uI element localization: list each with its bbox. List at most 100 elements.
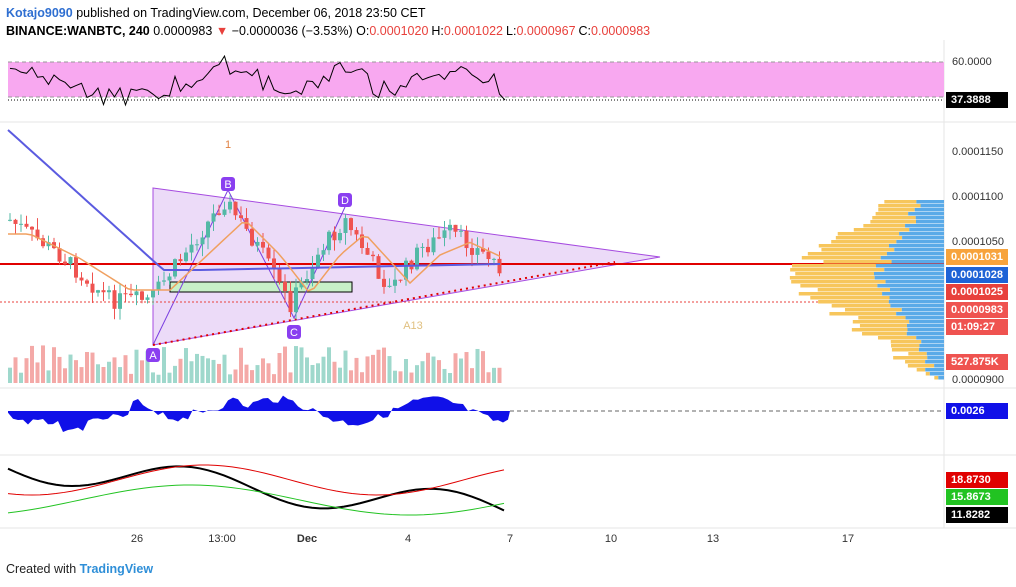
volume — [211, 359, 216, 383]
volume — [398, 371, 403, 383]
candle — [277, 268, 282, 282]
volume — [448, 372, 452, 383]
volume — [19, 372, 23, 383]
author[interactable]: Kotajo9090 — [6, 6, 73, 20]
pattern-marker — [287, 325, 301, 339]
volume — [107, 361, 111, 383]
candle — [431, 237, 436, 253]
volume — [217, 363, 221, 383]
candle — [486, 251, 491, 260]
volume — [195, 353, 199, 383]
candle — [206, 221, 210, 238]
volume — [35, 362, 40, 383]
candle — [365, 248, 370, 255]
candle — [453, 224, 458, 232]
volume — [360, 372, 364, 383]
volume — [349, 370, 353, 383]
volume — [299, 347, 304, 383]
volume — [426, 352, 430, 383]
vp-yellow — [905, 360, 926, 364]
vp-yellow — [807, 252, 887, 256]
volume — [173, 365, 177, 383]
candle — [19, 223, 23, 225]
vp-blue — [889, 244, 944, 248]
candle — [371, 254, 375, 257]
vp-blue — [914, 208, 944, 212]
vp-yellow — [790, 268, 885, 272]
volume — [96, 364, 100, 383]
vp-yellow — [817, 288, 891, 292]
candle — [189, 244, 194, 253]
volume — [228, 374, 232, 383]
vp-blue — [886, 252, 944, 256]
label: 0.0001028 — [951, 269, 1003, 281]
volume — [316, 363, 320, 383]
volume — [68, 354, 73, 383]
vp-yellow — [878, 208, 915, 212]
volume — [250, 370, 254, 383]
vp-yellow — [858, 316, 906, 320]
brand[interactable]: TradingView — [79, 562, 154, 576]
volume — [288, 372, 293, 383]
candle — [112, 290, 117, 309]
label: B — [224, 179, 231, 191]
candle — [250, 228, 254, 246]
volume — [453, 353, 458, 383]
volume — [481, 351, 485, 383]
volume — [74, 360, 78, 383]
candle — [233, 201, 238, 216]
ma-long — [7, 129, 501, 271]
volume — [134, 349, 139, 383]
ohlc-value: 0.0000983 — [591, 24, 651, 38]
candle — [222, 209, 227, 215]
candle — [184, 252, 188, 262]
volume — [294, 346, 298, 383]
candle — [90, 283, 95, 293]
volume — [415, 365, 419, 383]
vp-blue — [906, 324, 944, 328]
label: 26 — [131, 533, 143, 545]
price-badge — [946, 284, 1008, 300]
volume — [409, 372, 414, 383]
vp-yellow — [810, 296, 890, 300]
candle — [360, 234, 364, 249]
volume — [24, 358, 29, 383]
candle — [96, 290, 100, 293]
volume — [387, 356, 392, 383]
vp-blue — [899, 232, 944, 236]
volume — [321, 356, 326, 383]
vp-yellow — [818, 300, 889, 304]
vp-blue — [915, 216, 944, 220]
candle — [41, 238, 45, 247]
candle — [299, 281, 304, 288]
volume — [365, 356, 370, 383]
volume — [492, 367, 496, 383]
vp-blue — [938, 376, 944, 380]
volume — [101, 366, 106, 383]
candle — [475, 248, 480, 255]
label: 0.0000900 — [952, 374, 1004, 386]
pattern-marker — [146, 348, 160, 362]
volume — [30, 345, 34, 383]
volume — [486, 372, 491, 383]
candle — [8, 219, 12, 221]
label: 0.0000983 — [951, 304, 1003, 316]
vp-yellow — [872, 216, 916, 220]
volume — [118, 367, 122, 383]
label: 18.8730 — [951, 474, 991, 486]
vp-blue — [919, 344, 944, 348]
candle — [129, 293, 133, 296]
vp-yellow — [891, 348, 919, 352]
label: 01:09:27 — [951, 321, 995, 333]
symbol: BINANCE:WANBTC, 240 — [6, 24, 150, 38]
vp-yellow — [875, 212, 909, 216]
trendline — [152, 261, 616, 346]
volume — [277, 353, 282, 383]
vp-blue — [926, 352, 944, 356]
candle — [151, 289, 155, 298]
candle — [464, 230, 469, 249]
vp-yellow — [835, 236, 903, 240]
created: Created with — [6, 562, 77, 576]
volume — [464, 352, 469, 383]
volume — [459, 358, 463, 383]
